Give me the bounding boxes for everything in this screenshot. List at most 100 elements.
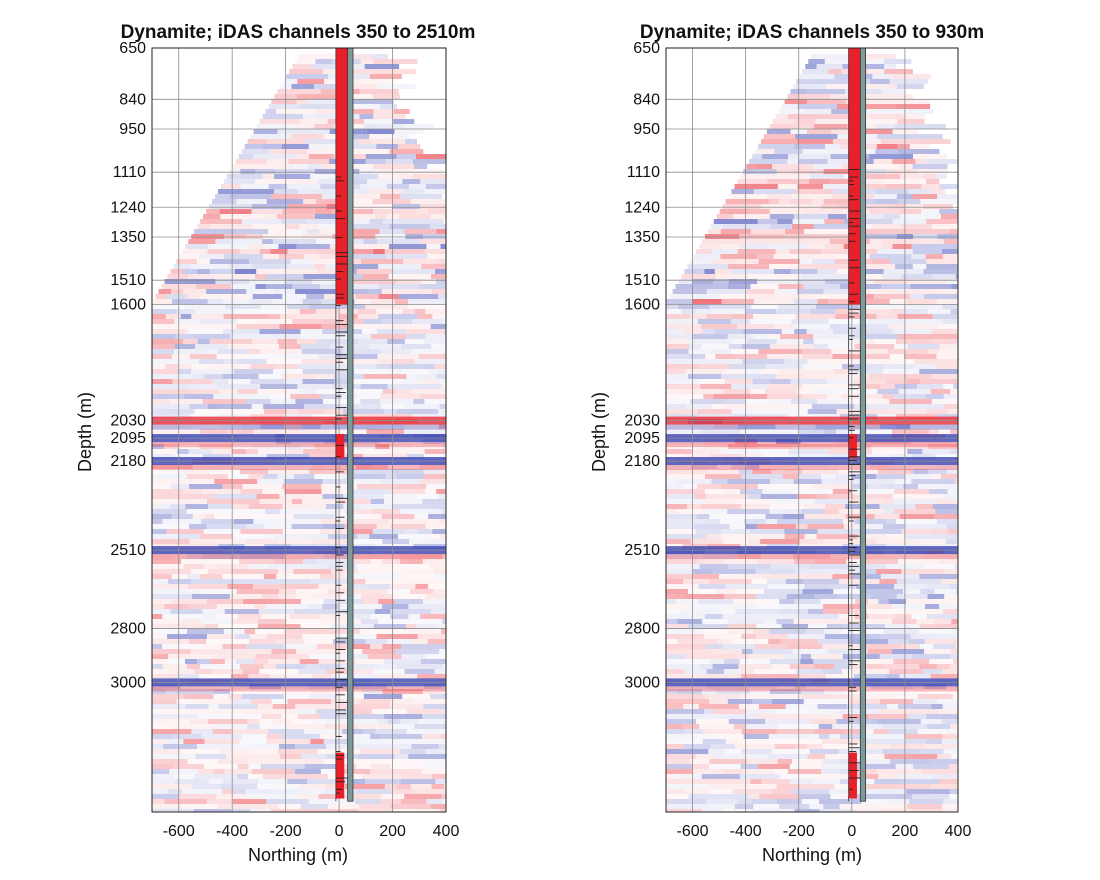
seismic-band xyxy=(765,274,801,279)
seismic-band xyxy=(152,629,187,634)
seismic-band xyxy=(739,774,780,779)
seismic-band xyxy=(169,769,197,774)
seismic-band xyxy=(666,324,702,329)
log-block-lower xyxy=(335,752,345,799)
seismic-band xyxy=(911,254,926,259)
seismic-band xyxy=(402,179,421,184)
seismic-band xyxy=(303,759,324,764)
seismic-band xyxy=(240,529,283,534)
seismic-band xyxy=(406,334,426,339)
seismic-band xyxy=(302,379,335,384)
seismic-band xyxy=(727,284,751,289)
seismic-band xyxy=(152,554,175,559)
seismic-band xyxy=(345,509,373,514)
seismic-band xyxy=(819,734,829,739)
seismic-band xyxy=(266,744,279,749)
seismic-band xyxy=(309,554,324,559)
seismic-band xyxy=(266,454,310,459)
seismic-band xyxy=(666,809,702,812)
seismic-band xyxy=(823,609,850,614)
seismic-band xyxy=(197,224,210,229)
seismic-band xyxy=(245,789,273,794)
seismic-band xyxy=(765,514,784,519)
seismic-band xyxy=(868,599,879,604)
seismic-band xyxy=(319,734,344,739)
seismic-band xyxy=(802,384,820,389)
seismic-band xyxy=(757,604,775,609)
seismic-band xyxy=(181,469,210,474)
seismic-band xyxy=(243,669,260,674)
seismic-band xyxy=(392,739,424,744)
seismic-band xyxy=(182,269,198,274)
seismic-band xyxy=(260,384,298,389)
seismic-band xyxy=(891,359,915,364)
seismic-band xyxy=(230,689,268,694)
seismic-band xyxy=(438,409,446,414)
seismic-band xyxy=(722,369,744,374)
seismic-band xyxy=(179,254,199,259)
seismic-band xyxy=(813,339,840,344)
seismic-band xyxy=(944,729,958,734)
seismic-band xyxy=(424,449,446,454)
seismic-band xyxy=(323,599,363,604)
seismic-band xyxy=(666,624,689,629)
seismic-band xyxy=(299,104,339,109)
plot-frame xyxy=(665,47,959,813)
seismic-band xyxy=(177,449,189,454)
seismic-band xyxy=(823,169,859,174)
seismic-band xyxy=(743,684,779,689)
seismic-band xyxy=(296,99,307,104)
seismic-band xyxy=(666,779,709,784)
seismic-band xyxy=(692,279,714,284)
seismic-band xyxy=(194,309,236,314)
seismic-band xyxy=(752,629,770,634)
seismic-band xyxy=(870,444,905,449)
seismic-band xyxy=(425,489,437,494)
seismic-band xyxy=(344,524,377,529)
seismic-band xyxy=(296,519,321,524)
seismic-band xyxy=(846,324,889,329)
reflector-band xyxy=(152,554,446,560)
seismic-band xyxy=(741,634,756,639)
seismic-band xyxy=(336,739,353,744)
seismic-band xyxy=(167,789,182,794)
seismic-band xyxy=(863,364,884,369)
seismic-band xyxy=(206,349,218,354)
seismic-band xyxy=(842,714,868,719)
seismic-band xyxy=(723,659,740,664)
seismic-band xyxy=(677,619,703,624)
seismic-band xyxy=(889,669,923,674)
seismic-band xyxy=(895,124,910,129)
seismic-band xyxy=(733,599,756,604)
seismic-band xyxy=(854,399,890,404)
seismic-band xyxy=(421,769,446,774)
seismic-band xyxy=(860,529,902,534)
seismic-band xyxy=(255,274,266,279)
seismic-band xyxy=(381,799,401,804)
seismic-band xyxy=(152,484,171,489)
seismic-band xyxy=(207,299,223,304)
seismic-band xyxy=(419,379,439,384)
seismic-band xyxy=(731,464,747,469)
seismic-band xyxy=(422,599,446,604)
seismic-band xyxy=(284,694,310,699)
seismic-band xyxy=(176,259,197,264)
seismic-band xyxy=(384,249,425,254)
seismic-band xyxy=(247,724,260,729)
seismic-band xyxy=(199,534,233,539)
seismic-band xyxy=(787,644,823,649)
seismic-band xyxy=(760,539,800,544)
seismic-band xyxy=(772,499,815,504)
seismic-band xyxy=(777,184,798,189)
seismic-band xyxy=(306,789,324,794)
x-tick-label: 400 xyxy=(945,823,972,840)
seismic-band xyxy=(765,719,809,724)
seismic-band xyxy=(892,109,934,114)
seismic-band xyxy=(790,269,818,274)
seismic-band xyxy=(190,719,208,724)
seismic-band xyxy=(200,319,211,324)
seismic-band xyxy=(823,804,840,809)
seismic-band xyxy=(169,669,195,674)
seismic-band xyxy=(708,784,751,789)
seismic-band xyxy=(798,369,834,374)
